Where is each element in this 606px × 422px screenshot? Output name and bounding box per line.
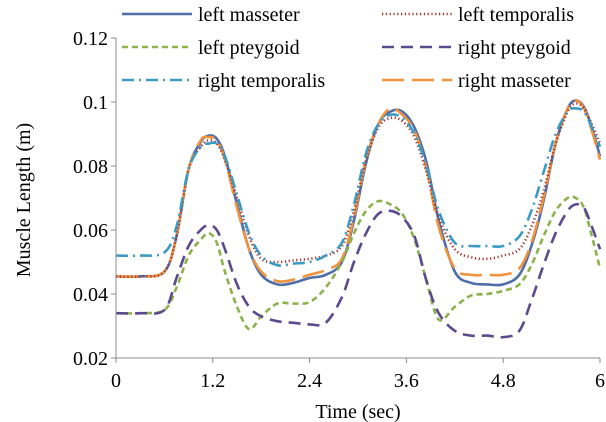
x-tick-label: 3.6 (394, 370, 419, 392)
series-line-right-pteygoid (115, 202, 602, 339)
x-tick-label: 6 (595, 370, 605, 392)
legend-label-left-masseter: left masseter (198, 4, 300, 26)
y-axis-title: Muscle Length (m) (13, 123, 35, 277)
x-axis-title: Time (sec) (315, 401, 400, 422)
series-line-right-temporalis (115, 106, 602, 267)
x-tick-label: 0 (111, 370, 121, 392)
x-tick-label: 2.4 (297, 370, 322, 392)
x-tick-label: 4.8 (491, 370, 516, 392)
series-line-left-temporalis (115, 102, 602, 279)
legend: left masseter left temporalis left pteygoi… (122, 4, 574, 92)
x-tick-label: 1.2 (200, 370, 225, 392)
legend-label-right-temporalis: right temporalis (198, 70, 325, 92)
series-line-left-pteygoid (115, 195, 602, 331)
legend-label-right-pteygoid: right pteygoid (458, 37, 571, 59)
legend-label-left-pteygoid: left pteygoid (198, 37, 300, 59)
y-tick-label: 0.06 (73, 220, 108, 242)
y-tick-label: 0.12 (73, 28, 108, 50)
axes: 0.02 0.04 0.06 0.08 0.1 0.12 0 1.2 2.4 3.6 4.8 6 (73, 28, 605, 392)
legend-label-right-masseter: right masseter (458, 70, 571, 92)
y-tick-label: 0.1 (83, 92, 108, 114)
series-line-right-masseter (115, 99, 602, 283)
plot-area (115, 99, 602, 339)
legend-label-left-temporalis: left temporalis (458, 4, 574, 26)
y-tick-label: 0.04 (73, 284, 108, 306)
y-tick-label: 0.02 (73, 348, 108, 370)
y-tick-label: 0.08 (73, 156, 108, 178)
